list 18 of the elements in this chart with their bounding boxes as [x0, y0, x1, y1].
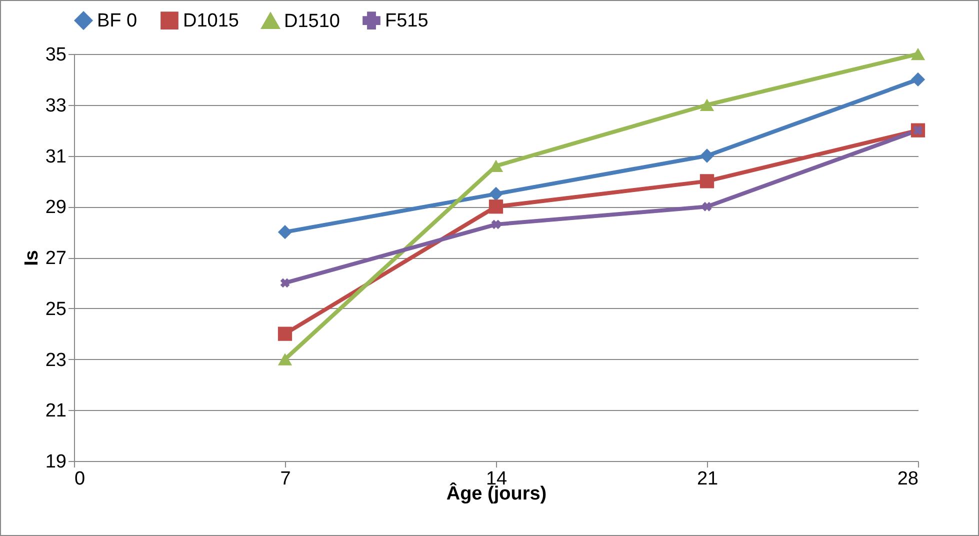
legend-label: BF 0 [97, 10, 138, 32]
y-tick-label: 31 [45, 146, 66, 168]
y-tick-label: 23 [45, 350, 66, 371]
legend-label: F515 [385, 10, 428, 32]
x-tick-label: 28 [897, 468, 918, 490]
y-tick-label: 27 [45, 248, 66, 269]
x-tick-label: 21 [696, 468, 718, 490]
legend-label: D1015 [183, 10, 239, 32]
legend-label: D1510 [284, 11, 340, 32]
y-tick-label: 33 [45, 95, 66, 116]
y-axis-title: Is [21, 250, 42, 266]
y-tick-label: 35 [45, 44, 66, 66]
y-tick-label: 25 [45, 298, 66, 320]
y-tick-label: 19 [45, 452, 66, 472]
x-tick-label: 7 [280, 468, 291, 490]
y-tick-label: 29 [45, 197, 66, 218]
x-tick-label: 0 [74, 468, 86, 490]
y-tick-label: 21 [45, 400, 66, 422]
